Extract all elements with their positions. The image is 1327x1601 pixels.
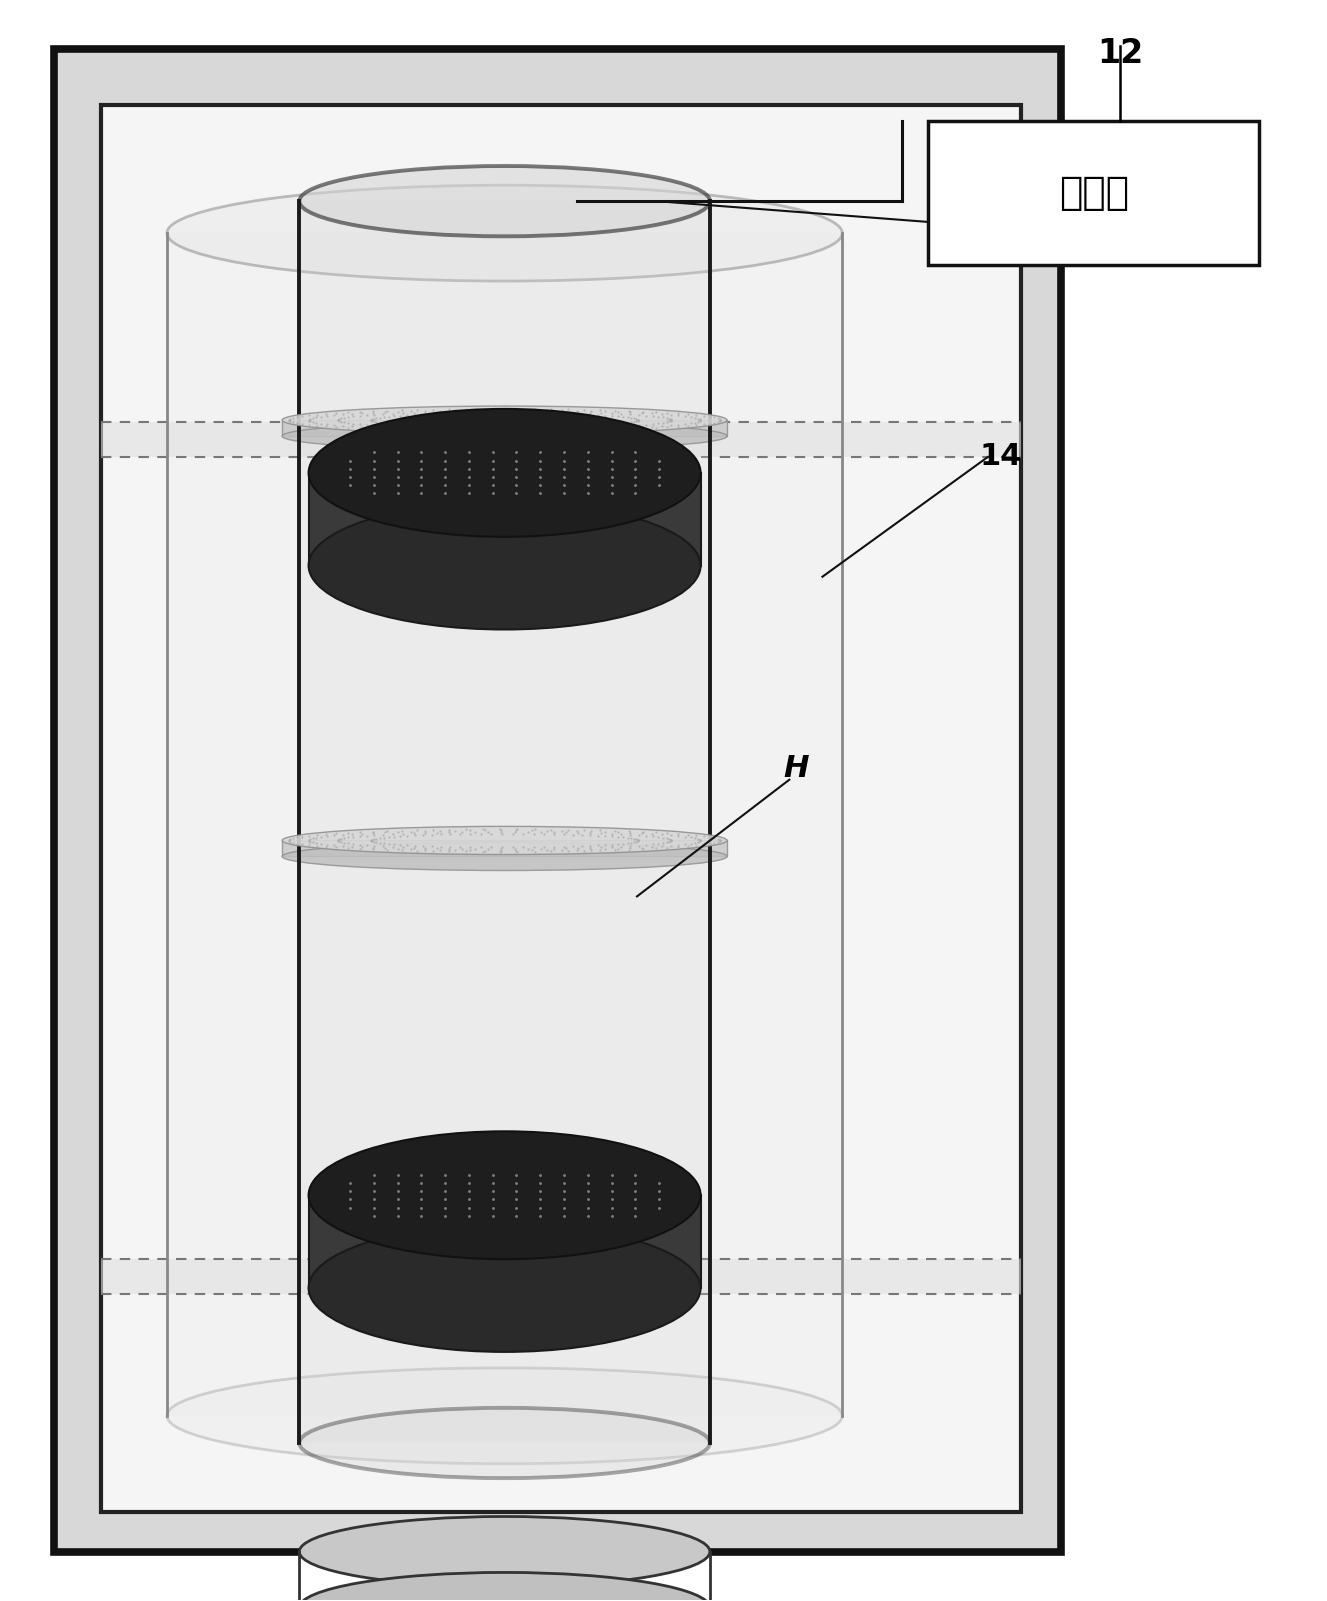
Ellipse shape	[283, 423, 727, 450]
Ellipse shape	[300, 1407, 710, 1478]
Polygon shape	[101, 106, 1020, 1511]
Polygon shape	[167, 234, 843, 1415]
Polygon shape	[309, 1196, 701, 1287]
Text: H: H	[783, 754, 808, 783]
Ellipse shape	[300, 1516, 710, 1587]
Text: 检测器: 检测器	[1059, 175, 1129, 213]
Text: 14: 14	[979, 442, 1022, 471]
Polygon shape	[309, 472, 701, 565]
Ellipse shape	[283, 407, 727, 434]
Polygon shape	[54, 50, 1060, 1551]
Polygon shape	[283, 419, 727, 435]
Ellipse shape	[167, 1367, 843, 1463]
Polygon shape	[101, 1260, 1020, 1294]
Ellipse shape	[167, 186, 843, 282]
Ellipse shape	[309, 1225, 701, 1351]
Polygon shape	[300, 202, 710, 1443]
Ellipse shape	[309, 501, 701, 629]
Polygon shape	[101, 421, 1020, 456]
Text: 12: 12	[1097, 37, 1144, 69]
Ellipse shape	[300, 167, 710, 237]
Polygon shape	[283, 841, 727, 857]
Ellipse shape	[309, 1132, 701, 1260]
Polygon shape	[929, 122, 1259, 266]
Ellipse shape	[283, 826, 727, 855]
Ellipse shape	[283, 842, 727, 871]
Ellipse shape	[300, 1572, 710, 1601]
Ellipse shape	[309, 408, 701, 536]
